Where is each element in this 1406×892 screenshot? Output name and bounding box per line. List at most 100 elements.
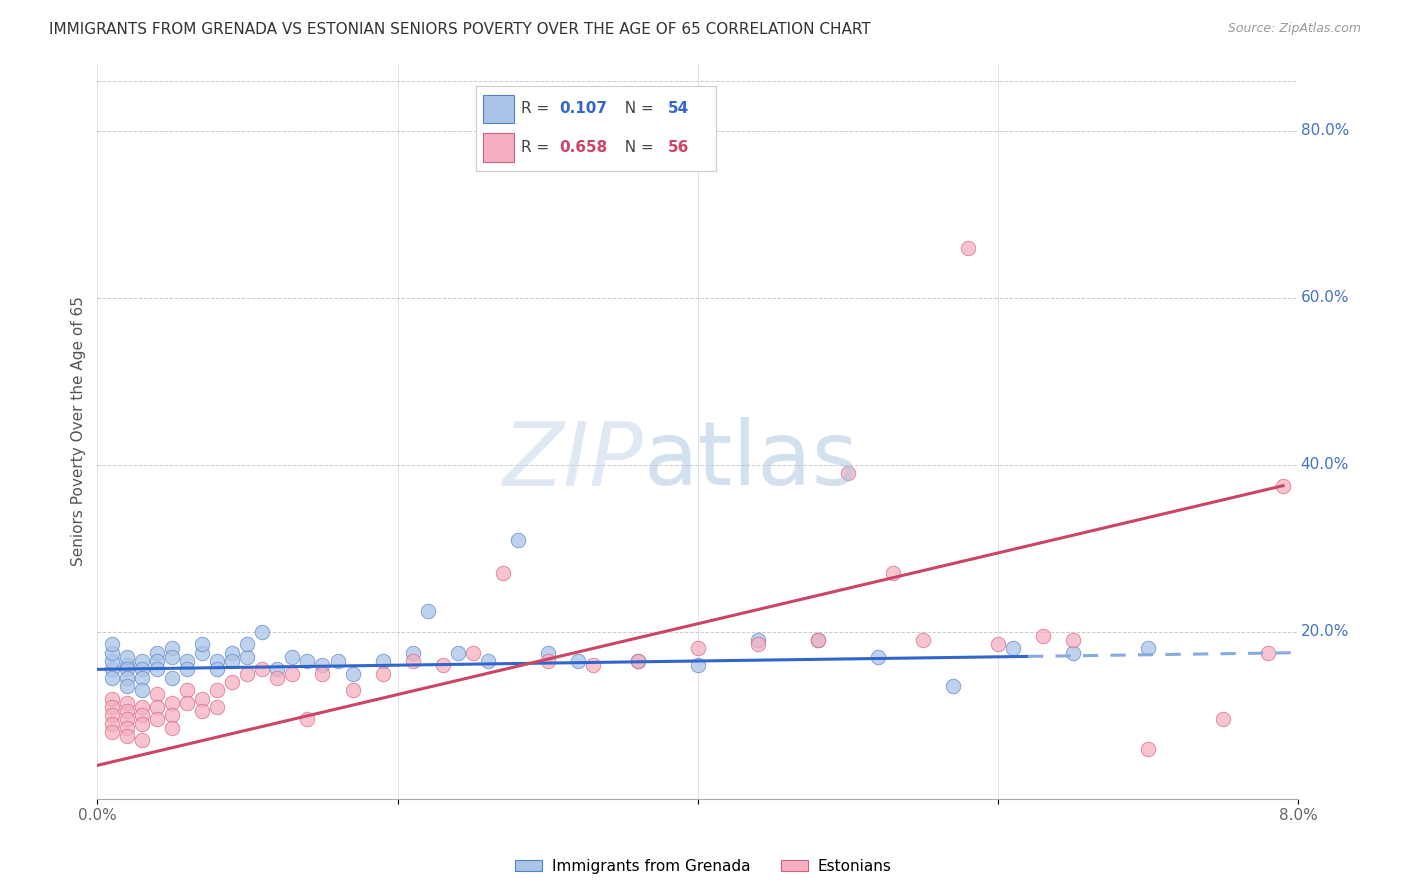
- Point: [311, 658, 333, 673]
- Point: [477, 654, 499, 668]
- Point: [956, 241, 979, 255]
- Point: [191, 691, 214, 706]
- Point: [342, 666, 364, 681]
- Text: ZIP: ZIP: [503, 417, 644, 504]
- Point: [807, 633, 830, 648]
- Point: [371, 654, 394, 668]
- Point: [866, 649, 889, 664]
- Point: [297, 654, 319, 668]
- Point: [401, 654, 423, 668]
- Point: [101, 662, 124, 676]
- Point: [686, 641, 709, 656]
- Point: [207, 700, 229, 714]
- Point: [1137, 641, 1160, 656]
- Point: [416, 604, 439, 618]
- Point: [117, 658, 139, 673]
- Point: [146, 713, 169, 727]
- Point: [131, 654, 153, 668]
- Point: [207, 662, 229, 676]
- Point: [117, 671, 139, 685]
- Point: [252, 662, 274, 676]
- Point: [162, 696, 184, 710]
- Point: [117, 721, 139, 735]
- Point: [162, 721, 184, 735]
- Point: [1137, 741, 1160, 756]
- Point: [252, 624, 274, 639]
- Point: [567, 654, 589, 668]
- Point: [146, 654, 169, 668]
- Point: [506, 533, 529, 547]
- Point: [162, 649, 184, 664]
- Point: [207, 683, 229, 698]
- Point: [131, 716, 153, 731]
- Point: [131, 708, 153, 723]
- Point: [117, 649, 139, 664]
- Point: [162, 641, 184, 656]
- Point: [236, 649, 259, 664]
- Point: [537, 646, 560, 660]
- Point: [236, 666, 259, 681]
- Point: [281, 666, 304, 681]
- Point: [281, 649, 304, 664]
- Point: [221, 646, 243, 660]
- Point: [117, 704, 139, 718]
- Point: [131, 671, 153, 685]
- Point: [176, 683, 198, 698]
- Text: 40.0%: 40.0%: [1301, 458, 1348, 472]
- Point: [101, 700, 124, 714]
- Point: [432, 658, 454, 673]
- Point: [146, 700, 169, 714]
- Text: atlas: atlas: [644, 417, 859, 504]
- Point: [117, 662, 139, 676]
- Point: [266, 662, 288, 676]
- Point: [117, 679, 139, 693]
- Point: [146, 662, 169, 676]
- Point: [911, 633, 934, 648]
- Point: [191, 704, 214, 718]
- Point: [1001, 641, 1024, 656]
- Point: [101, 671, 124, 685]
- Text: Source: ZipAtlas.com: Source: ZipAtlas.com: [1227, 22, 1361, 36]
- Text: IMMIGRANTS FROM GRENADA VS ESTONIAN SENIORS POVERTY OVER THE AGE OF 65 CORRELATI: IMMIGRANTS FROM GRENADA VS ESTONIAN SENI…: [49, 22, 870, 37]
- Point: [101, 646, 124, 660]
- Point: [117, 696, 139, 710]
- Point: [311, 666, 333, 681]
- Point: [1032, 629, 1054, 643]
- Y-axis label: Seniors Poverty Over the Age of 65: Seniors Poverty Over the Age of 65: [72, 296, 86, 566]
- Point: [491, 566, 513, 581]
- Point: [207, 654, 229, 668]
- Point: [326, 654, 349, 668]
- Point: [1062, 633, 1084, 648]
- Legend: Immigrants from Grenada, Estonians: Immigrants from Grenada, Estonians: [509, 853, 897, 880]
- Point: [461, 646, 484, 660]
- Point: [131, 733, 153, 747]
- Point: [987, 637, 1010, 651]
- Point: [371, 666, 394, 681]
- Point: [101, 637, 124, 651]
- Point: [747, 637, 769, 651]
- Point: [1212, 713, 1234, 727]
- Point: [537, 654, 560, 668]
- Point: [747, 633, 769, 648]
- Point: [807, 633, 830, 648]
- Point: [221, 654, 243, 668]
- Point: [146, 646, 169, 660]
- Point: [117, 713, 139, 727]
- Text: 60.0%: 60.0%: [1301, 290, 1348, 305]
- Point: [1257, 646, 1279, 660]
- Point: [146, 687, 169, 701]
- Point: [101, 708, 124, 723]
- Point: [446, 646, 468, 660]
- Point: [882, 566, 904, 581]
- Point: [101, 691, 124, 706]
- Point: [191, 646, 214, 660]
- Point: [297, 713, 319, 727]
- Point: [162, 671, 184, 685]
- Point: [1272, 478, 1295, 492]
- Point: [401, 646, 423, 660]
- Point: [582, 658, 605, 673]
- Point: [101, 716, 124, 731]
- Point: [117, 729, 139, 743]
- Point: [686, 658, 709, 673]
- Point: [191, 637, 214, 651]
